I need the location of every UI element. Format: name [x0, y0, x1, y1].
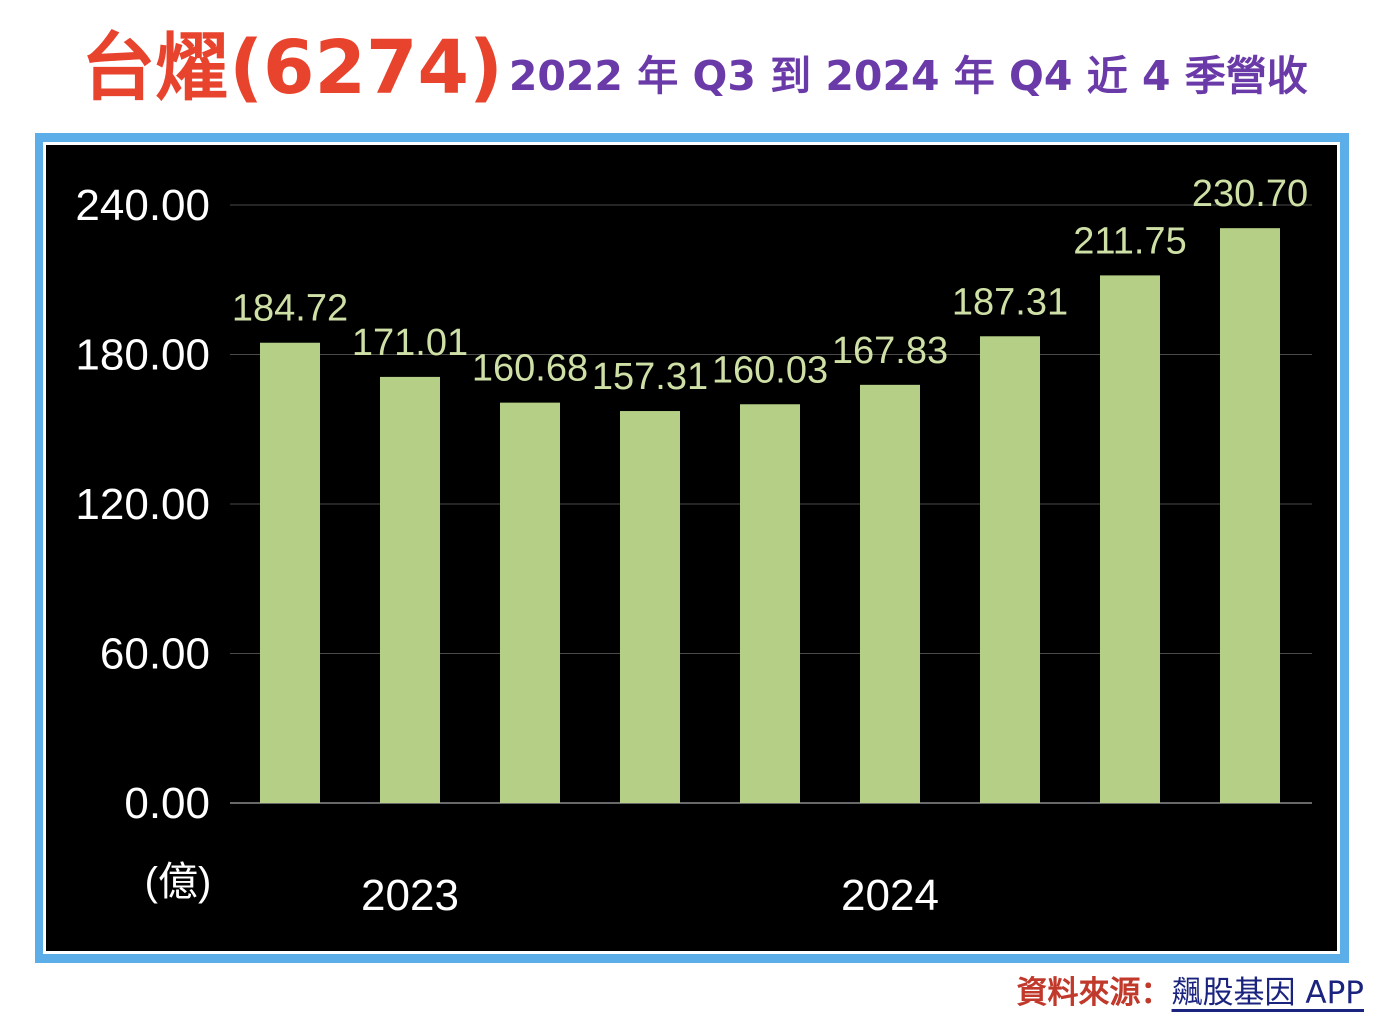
y-tick-label: 120.00 [75, 480, 210, 529]
bar-value-label: 184.72 [232, 288, 348, 330]
source-label: 資料來源： [1016, 975, 1172, 1011]
bar [500, 402, 560, 803]
bar-value-label: 171.01 [352, 322, 468, 364]
title-main: 台燿(6274) [81, 25, 503, 111]
x-year-label: 2023 [361, 871, 459, 920]
bar-value-label: 211.75 [1073, 220, 1186, 262]
y-tick-label: 0.00 [124, 779, 210, 828]
bar [1220, 228, 1280, 804]
bar-value-label: 157.31 [592, 356, 708, 398]
bar [740, 404, 800, 803]
bar [980, 336, 1040, 803]
bar-value-label: 167.83 [832, 330, 948, 372]
bar [860, 384, 920, 803]
chart-title: 台燿(6274) 2022 年 Q3 到 2024 年 Q4 近 4 季營收 [0, 12, 1389, 112]
bar [260, 342, 320, 803]
bar-value-label: 160.03 [712, 349, 828, 391]
bar-value-label: 160.68 [472, 348, 588, 390]
bar-value-label: 230.70 [1192, 173, 1308, 215]
y-tick-label: 240.00 [75, 181, 210, 230]
source-link[interactable]: 飆股基因 APP [1171, 975, 1364, 1011]
source-note: 資料來源：飆股基因 APP [1017, 971, 1364, 1015]
bar [620, 411, 680, 803]
y-tick-label: 180.00 [75, 331, 210, 380]
bar-value-label: 187.31 [952, 281, 1068, 323]
y-tick-label: 60.00 [100, 630, 210, 679]
bar [380, 376, 440, 803]
x-year-label: 2024 [841, 871, 939, 920]
bar [1100, 275, 1160, 803]
title-subtitle: 2022 年 Q3 到 2024 年 Q4 近 4 季營收 [508, 52, 1308, 100]
y-unit-label: (億) [145, 860, 212, 904]
